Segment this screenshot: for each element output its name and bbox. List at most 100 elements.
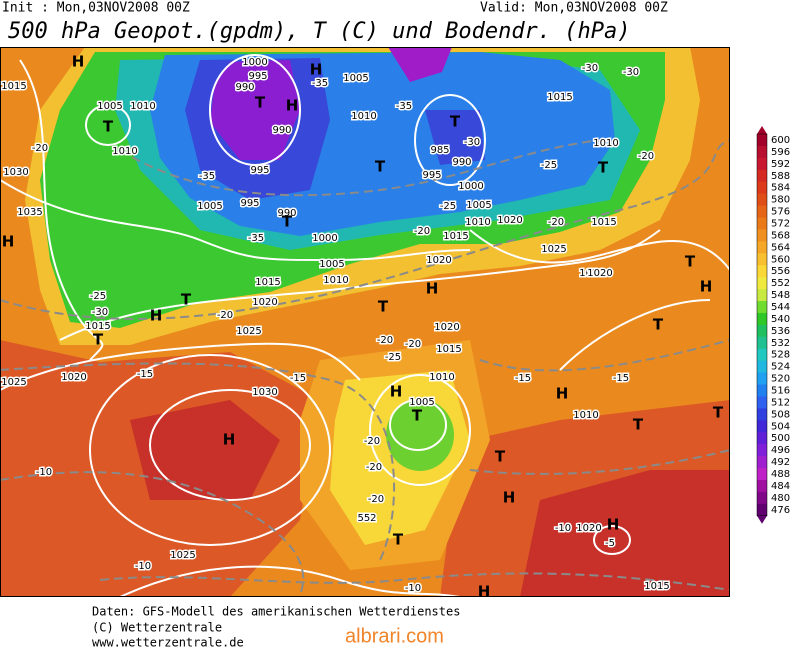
colorbar-segment	[757, 396, 767, 409]
contour-label: 1010	[465, 217, 490, 228]
colorbar-segment	[757, 134, 767, 147]
colorbar-segment	[757, 265, 767, 278]
contour-label: 995	[250, 165, 269, 176]
contour-label: 1000	[242, 57, 267, 68]
contour-label: -5	[605, 538, 615, 549]
colorbar-segment	[757, 468, 767, 481]
contour-label: -20	[32, 143, 48, 154]
contour-label: -30	[464, 137, 480, 148]
contour-label: 995	[240, 198, 259, 209]
contour-label: 1010	[429, 372, 454, 383]
contour-label: 1005	[466, 200, 491, 211]
colorbar-label: 568	[771, 230, 790, 241]
pressure-center-label: H	[390, 383, 403, 401]
contour-label: -30	[92, 307, 108, 318]
pressure-center-label: H	[310, 61, 323, 79]
colorbar-label: 516	[771, 385, 790, 396]
pressure-center-label: H	[700, 278, 713, 296]
contour-label: 1005	[343, 73, 368, 84]
contour-label: -20	[414, 226, 430, 237]
contour-label: 1035	[17, 207, 42, 218]
contour-label: 1010	[351, 111, 376, 122]
contour-label: -25	[440, 201, 456, 212]
pressure-center-label: H	[150, 307, 163, 325]
contour-label: 990	[272, 125, 291, 136]
colorbar-segment	[757, 253, 767, 266]
colorbar-label: 564	[771, 242, 790, 253]
colorbar-segment	[757, 372, 767, 386]
pressure-center-label: T	[378, 298, 389, 316]
contour-label: 1020	[434, 322, 459, 333]
map-labels: H T 1005 1010 1010 1030 1035 H 1015 -20 1000 995 990…	[0, 53, 724, 601]
contour-label: 1010	[130, 101, 155, 112]
colorbar-cap	[757, 515, 767, 524]
colorbar-frame	[756, 133, 768, 517]
contour-label: 1010	[573, 410, 598, 421]
colorbar-segment	[757, 408, 767, 421]
contour-label: 1020	[497, 215, 522, 226]
contour-label: -10	[555, 523, 571, 534]
contour-label: -35	[248, 233, 264, 244]
colorbar-label: 512	[771, 397, 790, 408]
colorbar-segment	[757, 169, 767, 183]
colorbar-label: 592	[771, 159, 790, 170]
valid-time: Valid: Mon,03NOV2008 00Z	[480, 1, 668, 16]
contour-label: 1030	[252, 387, 277, 398]
watermark: albrari.com	[345, 625, 444, 647]
colorbar-label: 504	[771, 421, 790, 432]
colorbar-label: 544	[771, 302, 790, 313]
map-title: 500 hPa Geopot.(gpdm), T (C) und Bodendr…	[8, 19, 631, 44]
colorbar-label: 520	[771, 374, 790, 385]
contour-label: -20	[217, 310, 233, 321]
contour-label: 1005	[197, 201, 222, 212]
contour-label: 1015	[443, 231, 468, 242]
colorbar-label: 488	[771, 469, 790, 480]
colorbar-segment	[757, 289, 767, 302]
contour-label: 552	[357, 513, 376, 524]
colorbar-segment	[757, 444, 767, 457]
pressure-center-label: T	[633, 416, 644, 434]
colorbar-segment	[757, 420, 767, 433]
colorbar: 6005965925885845805765725685645605565525…	[756, 126, 790, 524]
footer-url: www.wetterzentrale.de	[92, 636, 244, 648]
pressure-center-label: T	[103, 118, 114, 136]
colorbar-label: 536	[771, 326, 790, 337]
pressure-center-label: H	[426, 280, 439, 298]
colorbar-label: 584	[771, 183, 790, 194]
colorbar-segment	[757, 360, 767, 374]
contour-label: 1030	[3, 167, 28, 178]
colorbar-segment	[757, 456, 767, 469]
colorbar-segment	[757, 384, 767, 397]
colorbar-segment	[757, 241, 767, 254]
init-time: Init : Mon,03NOV2008 00Z	[2, 1, 190, 16]
colorbar-label: 576	[771, 207, 790, 218]
contour-label: -15	[613, 373, 629, 384]
colorbar-segment	[757, 277, 767, 290]
pressure-center-label: T	[282, 213, 293, 231]
contour-label: -15	[515, 373, 531, 384]
contour-label: -30	[623, 67, 639, 78]
contour-label: 1020	[579, 268, 604, 279]
colorbar-label: 596	[771, 147, 790, 158]
contour-label: 995	[248, 71, 267, 82]
colorbar-segment	[757, 217, 767, 230]
contour-label: 1020	[252, 297, 277, 308]
contour-label: 990	[452, 157, 471, 168]
contour-label: -25	[541, 160, 557, 171]
colorbar-segment	[757, 193, 767, 207]
colorbar-label: 552	[771, 278, 790, 289]
pressure-center-label: H	[223, 431, 236, 449]
contour-label: 1000	[458, 181, 483, 192]
colorbar-segment	[757, 181, 767, 195]
colorbar-segment	[757, 145, 767, 159]
contour-label: -30	[582, 63, 598, 74]
contour-label: 1015	[591, 217, 616, 228]
colorbar-segment	[757, 432, 767, 445]
pressure-center-label: T	[713, 404, 724, 422]
contour-label: 1015	[255, 277, 280, 288]
colorbar-segment	[757, 324, 767, 338]
contour-label: 1010	[323, 275, 348, 286]
colorbar-segment	[757, 229, 767, 242]
contour-label: -20	[377, 335, 393, 346]
colorbar-label: 476	[771, 505, 790, 516]
